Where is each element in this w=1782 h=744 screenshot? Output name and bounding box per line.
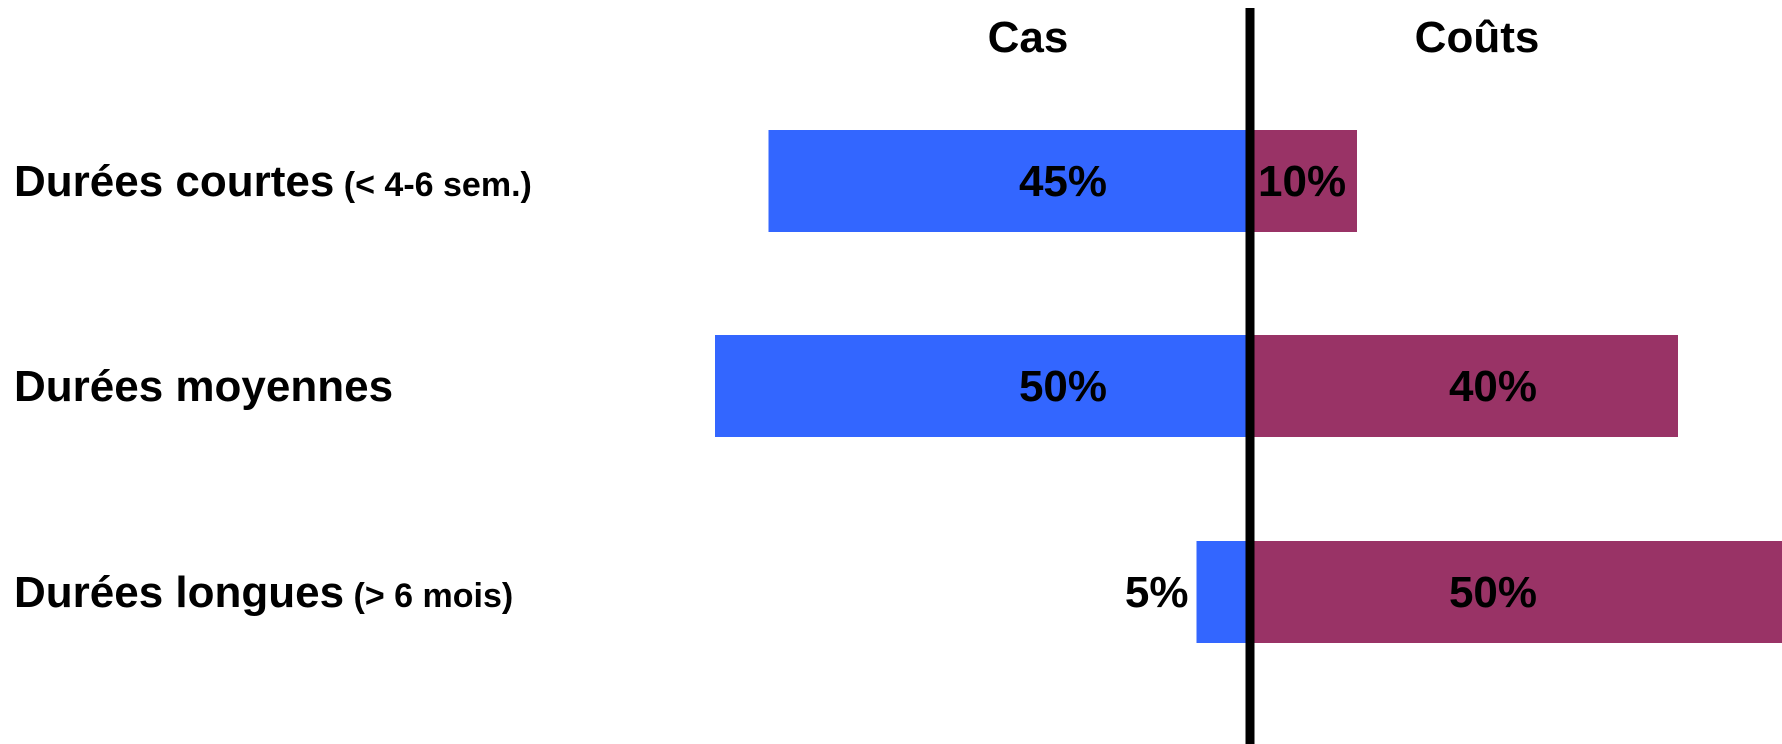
series-header-couts: Coûts [1415,13,1540,62]
category-label: Durées longues (> 6 mois) [14,568,513,617]
bar-couts [1250,335,1678,437]
category-label: Durées courtes (< 4-6 sem.) [14,157,532,206]
data-label-couts: 10% [1258,157,1346,206]
data-label-couts: 40% [1449,362,1537,411]
category-label-main: Durées longues [14,568,344,617]
bar-couts [1250,541,1782,643]
category-label-sub: (< 4-6 sem.) [334,166,531,204]
data-label-couts: 50% [1449,568,1537,617]
series-header-cas: Cas [988,13,1069,62]
bar-cas [1196,541,1250,643]
category-label-main: Durées moyennes [14,362,393,411]
bar-cas [768,130,1250,232]
category-label-main: Durées courtes [14,157,334,206]
data-label-cas: 50% [1019,362,1107,411]
category-label-sub: (> 6 mois) [344,577,513,615]
data-label-cas: 45% [1019,157,1107,206]
bars-layer [715,130,1782,643]
category-label: Durées moyennes [14,362,393,411]
bar-couts [1250,130,1357,232]
bar-cas [715,335,1250,437]
data-label-cas: 5% [1125,568,1189,617]
